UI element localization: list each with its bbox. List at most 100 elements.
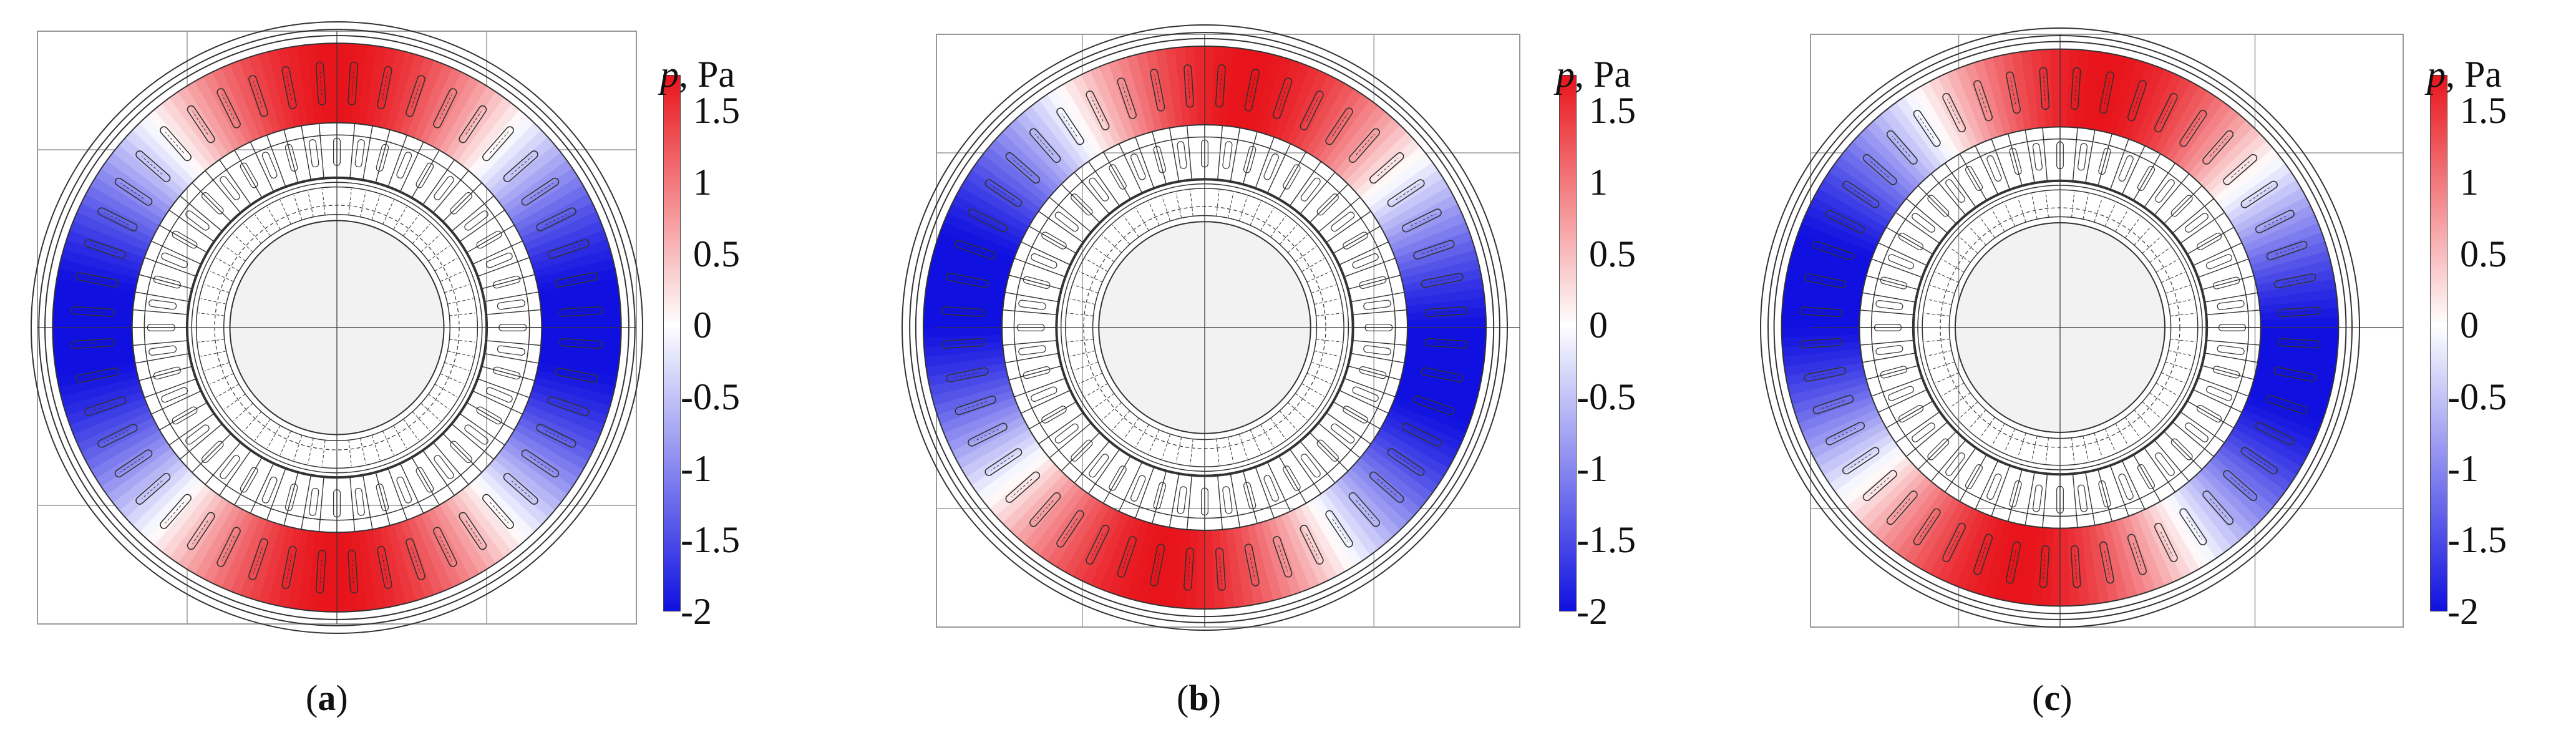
stator-tooth <box>411 457 440 505</box>
stator-tooth <box>1352 340 1407 346</box>
yoke-slot <box>2154 522 2178 562</box>
rotor-bar <box>1958 401 1978 419</box>
stator-tooth <box>159 225 208 253</box>
yoke-slot <box>1804 273 1847 289</box>
rotor-bar <box>348 189 352 215</box>
winding-slot <box>2206 254 2232 270</box>
stator-tooth <box>283 472 299 526</box>
winding-slot <box>1927 195 1950 217</box>
yoke-slot <box>946 367 989 382</box>
rotor-bar <box>198 339 225 343</box>
stator-tooth <box>1102 152 1131 200</box>
yoke-slot <box>559 338 603 349</box>
rotor-bar <box>1935 372 1959 384</box>
rotor-bar <box>210 373 234 385</box>
colorbar-tick-label: -1.5 <box>2447 519 2507 561</box>
winding-slot <box>202 441 224 463</box>
stator-tooth <box>2187 226 2234 255</box>
stator-tooth <box>1318 197 1361 233</box>
winding-slot <box>416 162 434 188</box>
winding-slot <box>2009 147 2022 175</box>
rotor-bar <box>1073 285 1099 294</box>
winding-slot <box>476 406 502 425</box>
stator-tooth <box>1266 462 1291 512</box>
rotor-bar <box>1067 339 1094 343</box>
stator-tooth <box>205 442 241 485</box>
rotor-bar <box>1079 271 1103 283</box>
winding-slot <box>1089 454 1109 478</box>
stator-tooth <box>2042 127 2048 182</box>
stator-tooth <box>472 240 523 265</box>
stator-tooth <box>2097 469 2112 522</box>
yoke-slot <box>406 538 425 580</box>
yoke-slot <box>2277 306 2321 318</box>
winding-slot <box>1986 155 2002 182</box>
yoke-slot <box>941 338 985 349</box>
rotor-bar <box>1980 417 1996 438</box>
stator-tooth <box>1944 163 1976 208</box>
rotor-bar <box>1085 383 1108 397</box>
stator-tooth <box>2144 163 2176 208</box>
rotor-bar <box>1314 298 1339 305</box>
stator-tooth <box>139 366 193 381</box>
yoke-slot <box>1348 492 1380 527</box>
stator-tooth <box>1944 447 1976 492</box>
stator-tooth <box>219 450 251 496</box>
winding-slot <box>2032 143 2043 171</box>
stator-tooth <box>2154 439 2190 482</box>
stator-tooth <box>2154 173 2190 216</box>
stator-tooth <box>1959 153 1988 201</box>
rotor-bar <box>1295 246 1316 262</box>
rotor-bar <box>1135 424 1149 447</box>
yoke-slot <box>2070 67 2081 110</box>
winding-slot <box>2197 232 2222 251</box>
yoke-slot <box>503 473 538 505</box>
colorbar-tick-label: 0.5 <box>1589 233 1636 275</box>
stator-tooth <box>234 457 263 505</box>
caption-c: (c) <box>2032 678 2073 718</box>
yoke-slot <box>547 396 590 416</box>
yoke-slot <box>377 66 392 110</box>
stator-tooth <box>1014 258 1066 278</box>
stator-tooth <box>1333 401 1381 430</box>
rotor-bar <box>204 284 230 293</box>
rotor-bar <box>216 384 240 397</box>
yoke-slot <box>2202 490 2234 525</box>
stator-tooth <box>466 225 515 253</box>
colorbar-a <box>663 75 681 611</box>
winding-slot <box>2078 143 2088 171</box>
colorbar-tick-label: 0.5 <box>2460 233 2507 275</box>
rotor-bar <box>2018 432 2026 457</box>
rotor-bar <box>1924 339 1950 343</box>
winding-slot <box>1965 165 1983 191</box>
yoke-slot <box>1799 306 1843 318</box>
yoke-slot <box>555 368 599 383</box>
winding-slot <box>1359 276 1387 290</box>
stator-tooth <box>1886 226 1933 255</box>
stator-tooth <box>301 125 311 180</box>
yoke-slot <box>521 449 560 478</box>
stator-tooth <box>1186 475 1192 530</box>
rotor-bar <box>440 270 464 282</box>
stator-tooth <box>2172 421 2214 457</box>
yoke-slot <box>1804 366 1847 382</box>
rotor-bar <box>204 362 230 371</box>
stator-tooth <box>399 142 424 192</box>
winding-slot <box>1912 213 1935 233</box>
yoke-slot <box>1799 338 1843 349</box>
winding-slot <box>2170 195 2193 217</box>
stator-tooth <box>1088 161 1120 207</box>
stator-tooth <box>2008 469 2023 522</box>
stator-tooth <box>349 123 356 178</box>
yoke-slot <box>216 527 241 567</box>
yoke-slot <box>377 545 392 590</box>
winding-slot <box>1071 439 1093 462</box>
stator-tooth <box>477 378 530 398</box>
winding-slot <box>1054 212 1079 232</box>
yoke-slot <box>2179 110 2207 147</box>
stator-tooth <box>1348 275 1401 290</box>
colorbar-tick-label: -0.5 <box>1577 376 1636 417</box>
stator-tooth <box>1152 470 1167 524</box>
stator-tooth <box>481 274 535 290</box>
stator-tooth <box>1871 377 1923 397</box>
